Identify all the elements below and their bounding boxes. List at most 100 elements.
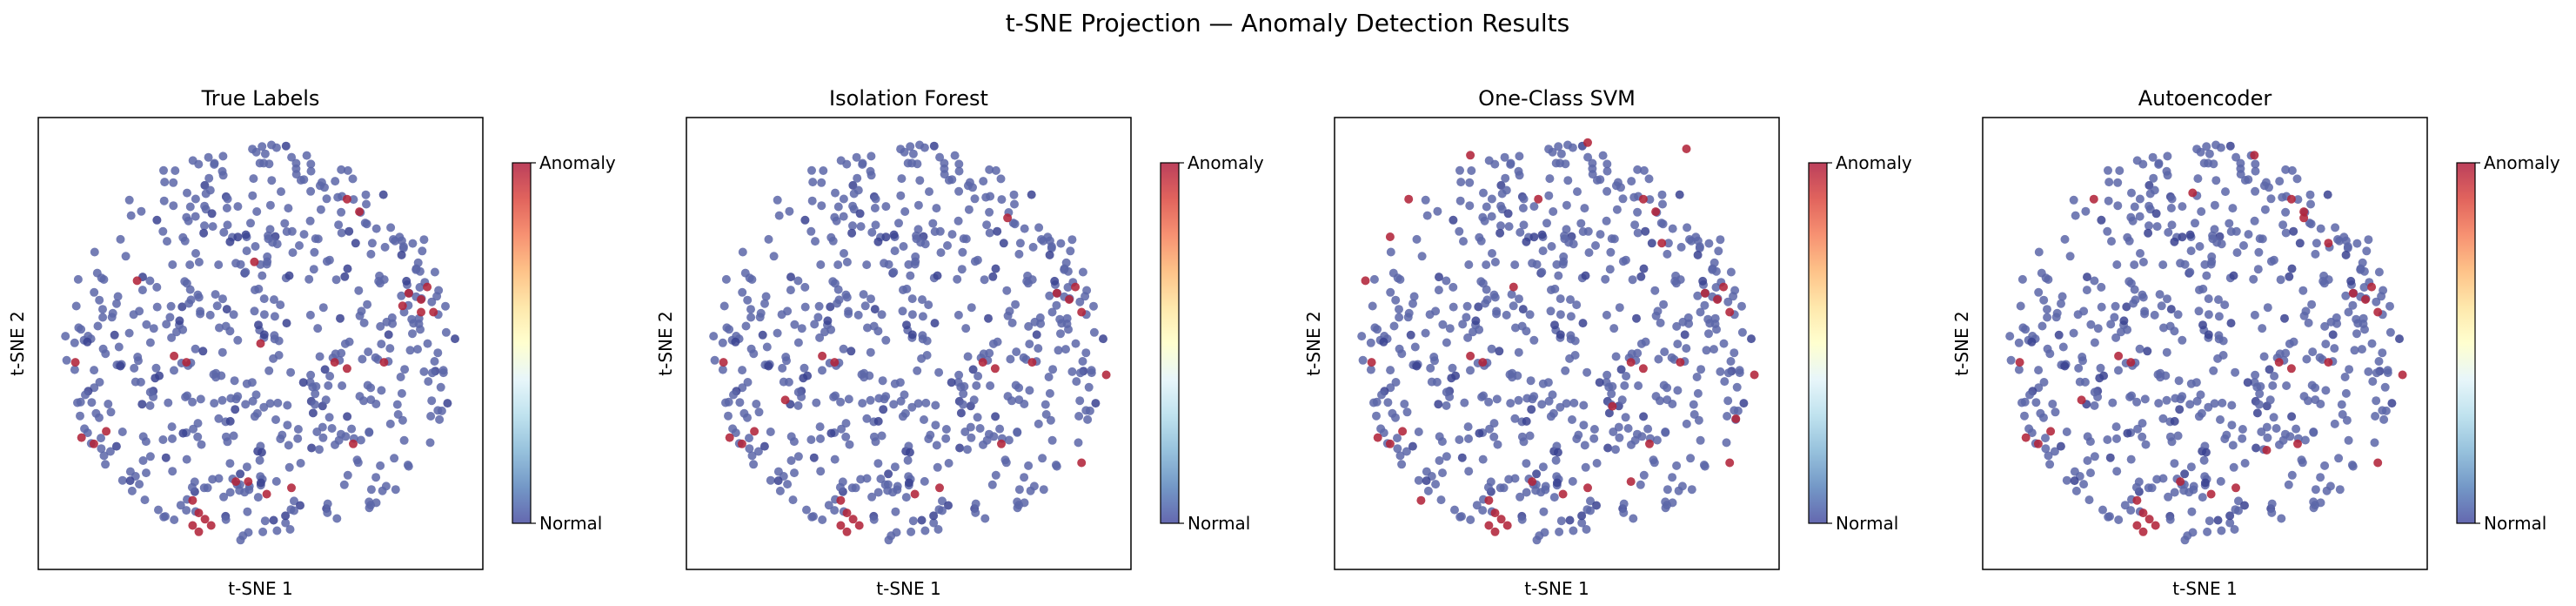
normal-point — [2214, 312, 2224, 321]
normal-point — [1408, 441, 1417, 451]
normal-point — [233, 202, 243, 212]
anomaly-point — [830, 358, 840, 367]
normal-point — [168, 434, 177, 443]
normal-point — [2080, 377, 2090, 387]
normal-point — [943, 241, 952, 250]
normal-point — [1614, 422, 1623, 432]
normal-point — [419, 235, 429, 245]
colorbar-label-normal: Normal — [1836, 513, 1898, 534]
normal-point — [1633, 165, 1643, 174]
normal-point — [233, 232, 243, 242]
normal-point — [2112, 467, 2122, 476]
normal-point — [908, 516, 918, 526]
normal-point — [1075, 368, 1085, 378]
normal-point — [262, 259, 271, 269]
anomaly-point — [836, 521, 846, 530]
normal-point — [2358, 345, 2366, 354]
normal-point — [1484, 156, 1494, 165]
normal-point — [364, 347, 373, 357]
normal-point — [915, 140, 924, 150]
normal-point — [1040, 400, 1050, 409]
normal-point — [773, 328, 782, 338]
normal-point — [1680, 330, 1689, 340]
normal-point — [1406, 330, 1415, 340]
normal-point — [944, 501, 953, 510]
normal-point — [1722, 438, 1731, 448]
anomaly-point — [2367, 282, 2377, 292]
normal-point — [378, 190, 388, 199]
normal-point — [1612, 205, 1622, 214]
normal-point — [1603, 443, 1613, 453]
normal-point — [211, 290, 220, 300]
normal-point — [391, 485, 400, 495]
normal-point — [853, 310, 863, 320]
normal-point — [2225, 511, 2235, 521]
normal-point — [2197, 408, 2206, 418]
normal-point — [2341, 250, 2351, 259]
normal-point — [197, 440, 206, 449]
normal-point — [941, 425, 951, 434]
normal-point — [1366, 338, 1375, 347]
panel-title: Isolation Forest — [829, 86, 988, 111]
normal-point — [222, 204, 231, 212]
normal-point — [2144, 221, 2153, 231]
normal-point — [866, 347, 875, 357]
normal-point — [1393, 444, 1402, 454]
normal-point — [760, 299, 769, 308]
normal-point — [2083, 273, 2091, 282]
normal-point — [1397, 460, 1407, 469]
normal-point — [800, 282, 810, 292]
normal-point — [2178, 335, 2187, 345]
normal-point — [1442, 276, 1451, 286]
anomaly-point — [1682, 145, 1691, 153]
normal-point — [149, 392, 158, 401]
normal-point — [2106, 320, 2116, 329]
normal-point — [265, 200, 275, 210]
normal-point — [828, 277, 838, 286]
normal-point — [1668, 473, 1677, 482]
normal-point — [895, 378, 905, 387]
normal-point — [1386, 247, 1395, 257]
normal-point — [233, 392, 243, 401]
anomaly-point — [2132, 495, 2142, 505]
normal-point — [1504, 222, 1514, 232]
normal-point — [1050, 276, 1060, 286]
normal-point — [2111, 333, 2121, 342]
normal-point — [1632, 429, 1642, 439]
anomaly-point — [2144, 515, 2154, 524]
normal-point — [327, 424, 337, 433]
normal-point — [858, 159, 867, 169]
normal-point — [2027, 337, 2037, 347]
normal-point — [396, 373, 405, 381]
normal-point — [873, 488, 883, 497]
normal-point — [111, 441, 121, 451]
normal-point — [1492, 309, 1502, 319]
normal-point — [2081, 206, 2091, 216]
normal-point — [754, 407, 764, 417]
normal-point — [273, 398, 283, 407]
normal-point — [424, 377, 433, 387]
normal-point — [1493, 440, 1502, 449]
normal-point — [112, 299, 121, 308]
normal-point — [980, 514, 990, 523]
normal-point — [1395, 313, 1404, 322]
normal-point — [73, 274, 83, 284]
normal-point — [189, 424, 198, 434]
normal-point — [361, 190, 371, 199]
normal-point — [299, 175, 309, 185]
normal-point — [889, 267, 899, 277]
normal-point — [62, 355, 71, 365]
normal-point — [2231, 226, 2241, 236]
normal-point — [2304, 318, 2313, 327]
normal-point — [347, 424, 357, 434]
normal-point — [802, 505, 811, 515]
normal-point — [1083, 414, 1093, 424]
anomaly-point — [417, 307, 425, 317]
normal-point — [2231, 367, 2240, 377]
normal-point — [290, 506, 298, 515]
normal-point — [214, 414, 224, 423]
normal-point — [756, 308, 766, 318]
normal-point — [1404, 308, 1414, 318]
normal-point — [955, 443, 965, 453]
